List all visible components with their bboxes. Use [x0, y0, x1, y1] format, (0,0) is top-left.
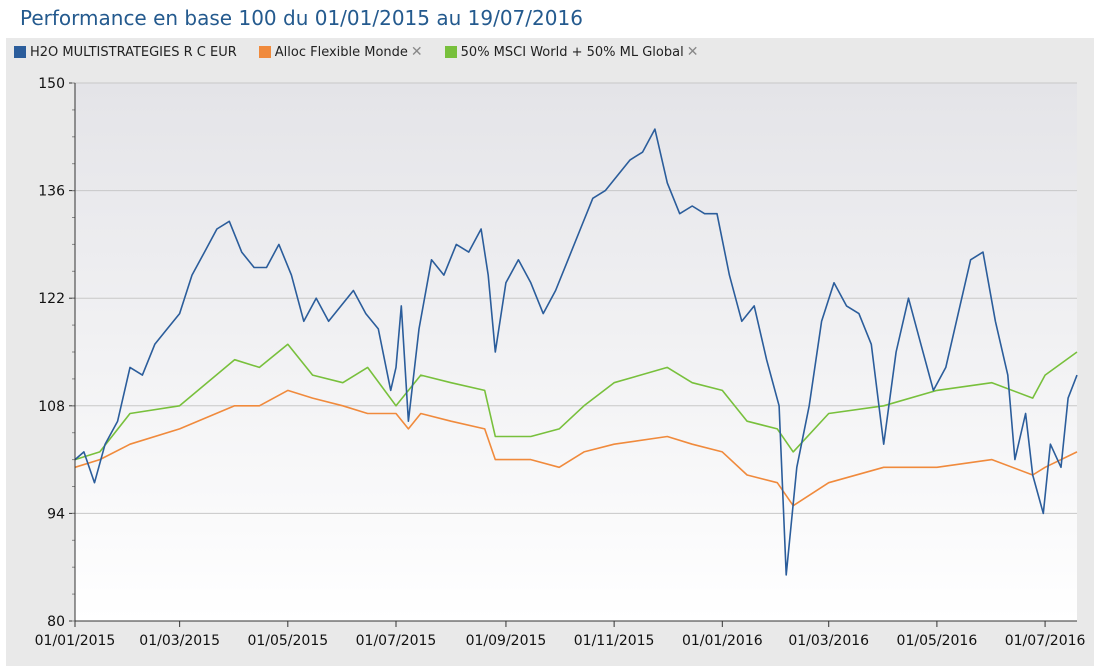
legend-item-alloc[interactable]: Alloc Flexible Monde ✕ — [258, 44, 423, 60]
x-tick-label: 01/09/2015 — [466, 633, 547, 649]
x-tick-label: 01/05/2016 — [897, 633, 978, 649]
y-tick-label: 108 — [38, 399, 65, 415]
close-icon[interactable]: ✕ — [686, 44, 699, 60]
series-line-h2o — [74, 128, 1078, 576]
series-line-alloc — [74, 389, 1078, 507]
plot-area — [75, 83, 1077, 621]
chart-title: Performance en base 100 du 01/01/2015 au… — [20, 6, 583, 30]
legend-item-msci[interactable]: 50% MSCI World + 50% ML Global ✕ — [444, 44, 699, 60]
y-tick-label: 136 — [38, 184, 65, 200]
legend-label-msci: 50% MSCI World + 50% ML Global — [460, 44, 684, 60]
close-icon[interactable]: ✕ — [410, 44, 423, 60]
x-tick-label: 01/01/2016 — [682, 633, 763, 649]
legend-swatch-alloc — [258, 46, 271, 58]
x-tick-label: 01/03/2016 — [788, 633, 869, 649]
x-tick-label: 01/07/2016 — [1005, 633, 1086, 649]
x-tick-label: 01/11/2015 — [574, 633, 655, 649]
x-tick-label: 01/07/2015 — [356, 633, 437, 649]
x-tick-label: 01/03/2015 — [139, 633, 220, 649]
legend-swatch-h2o — [14, 46, 26, 58]
x-tick-label: 01/05/2015 — [247, 633, 328, 649]
y-tick-label: 94 — [47, 506, 65, 522]
series-line-msci — [74, 343, 1078, 461]
legend-label-alloc: Alloc Flexible Monde — [274, 44, 408, 60]
legend-label-h2o: H2O MULTISTRATEGIES R C EUR — [30, 44, 237, 60]
y-tick-label: 80 — [47, 614, 65, 630]
y-tick-label: 150 — [38, 76, 65, 92]
legend: H2O MULTISTRATEGIES R C EUR Alloc Flexib… — [14, 42, 720, 62]
x-tick-label: 01/01/2015 — [35, 633, 116, 649]
legend-swatch-msci — [444, 46, 457, 58]
y-tick-label: 122 — [38, 291, 65, 307]
legend-item-h2o[interactable]: H2O MULTISTRATEGIES R C EUR — [14, 45, 237, 60]
